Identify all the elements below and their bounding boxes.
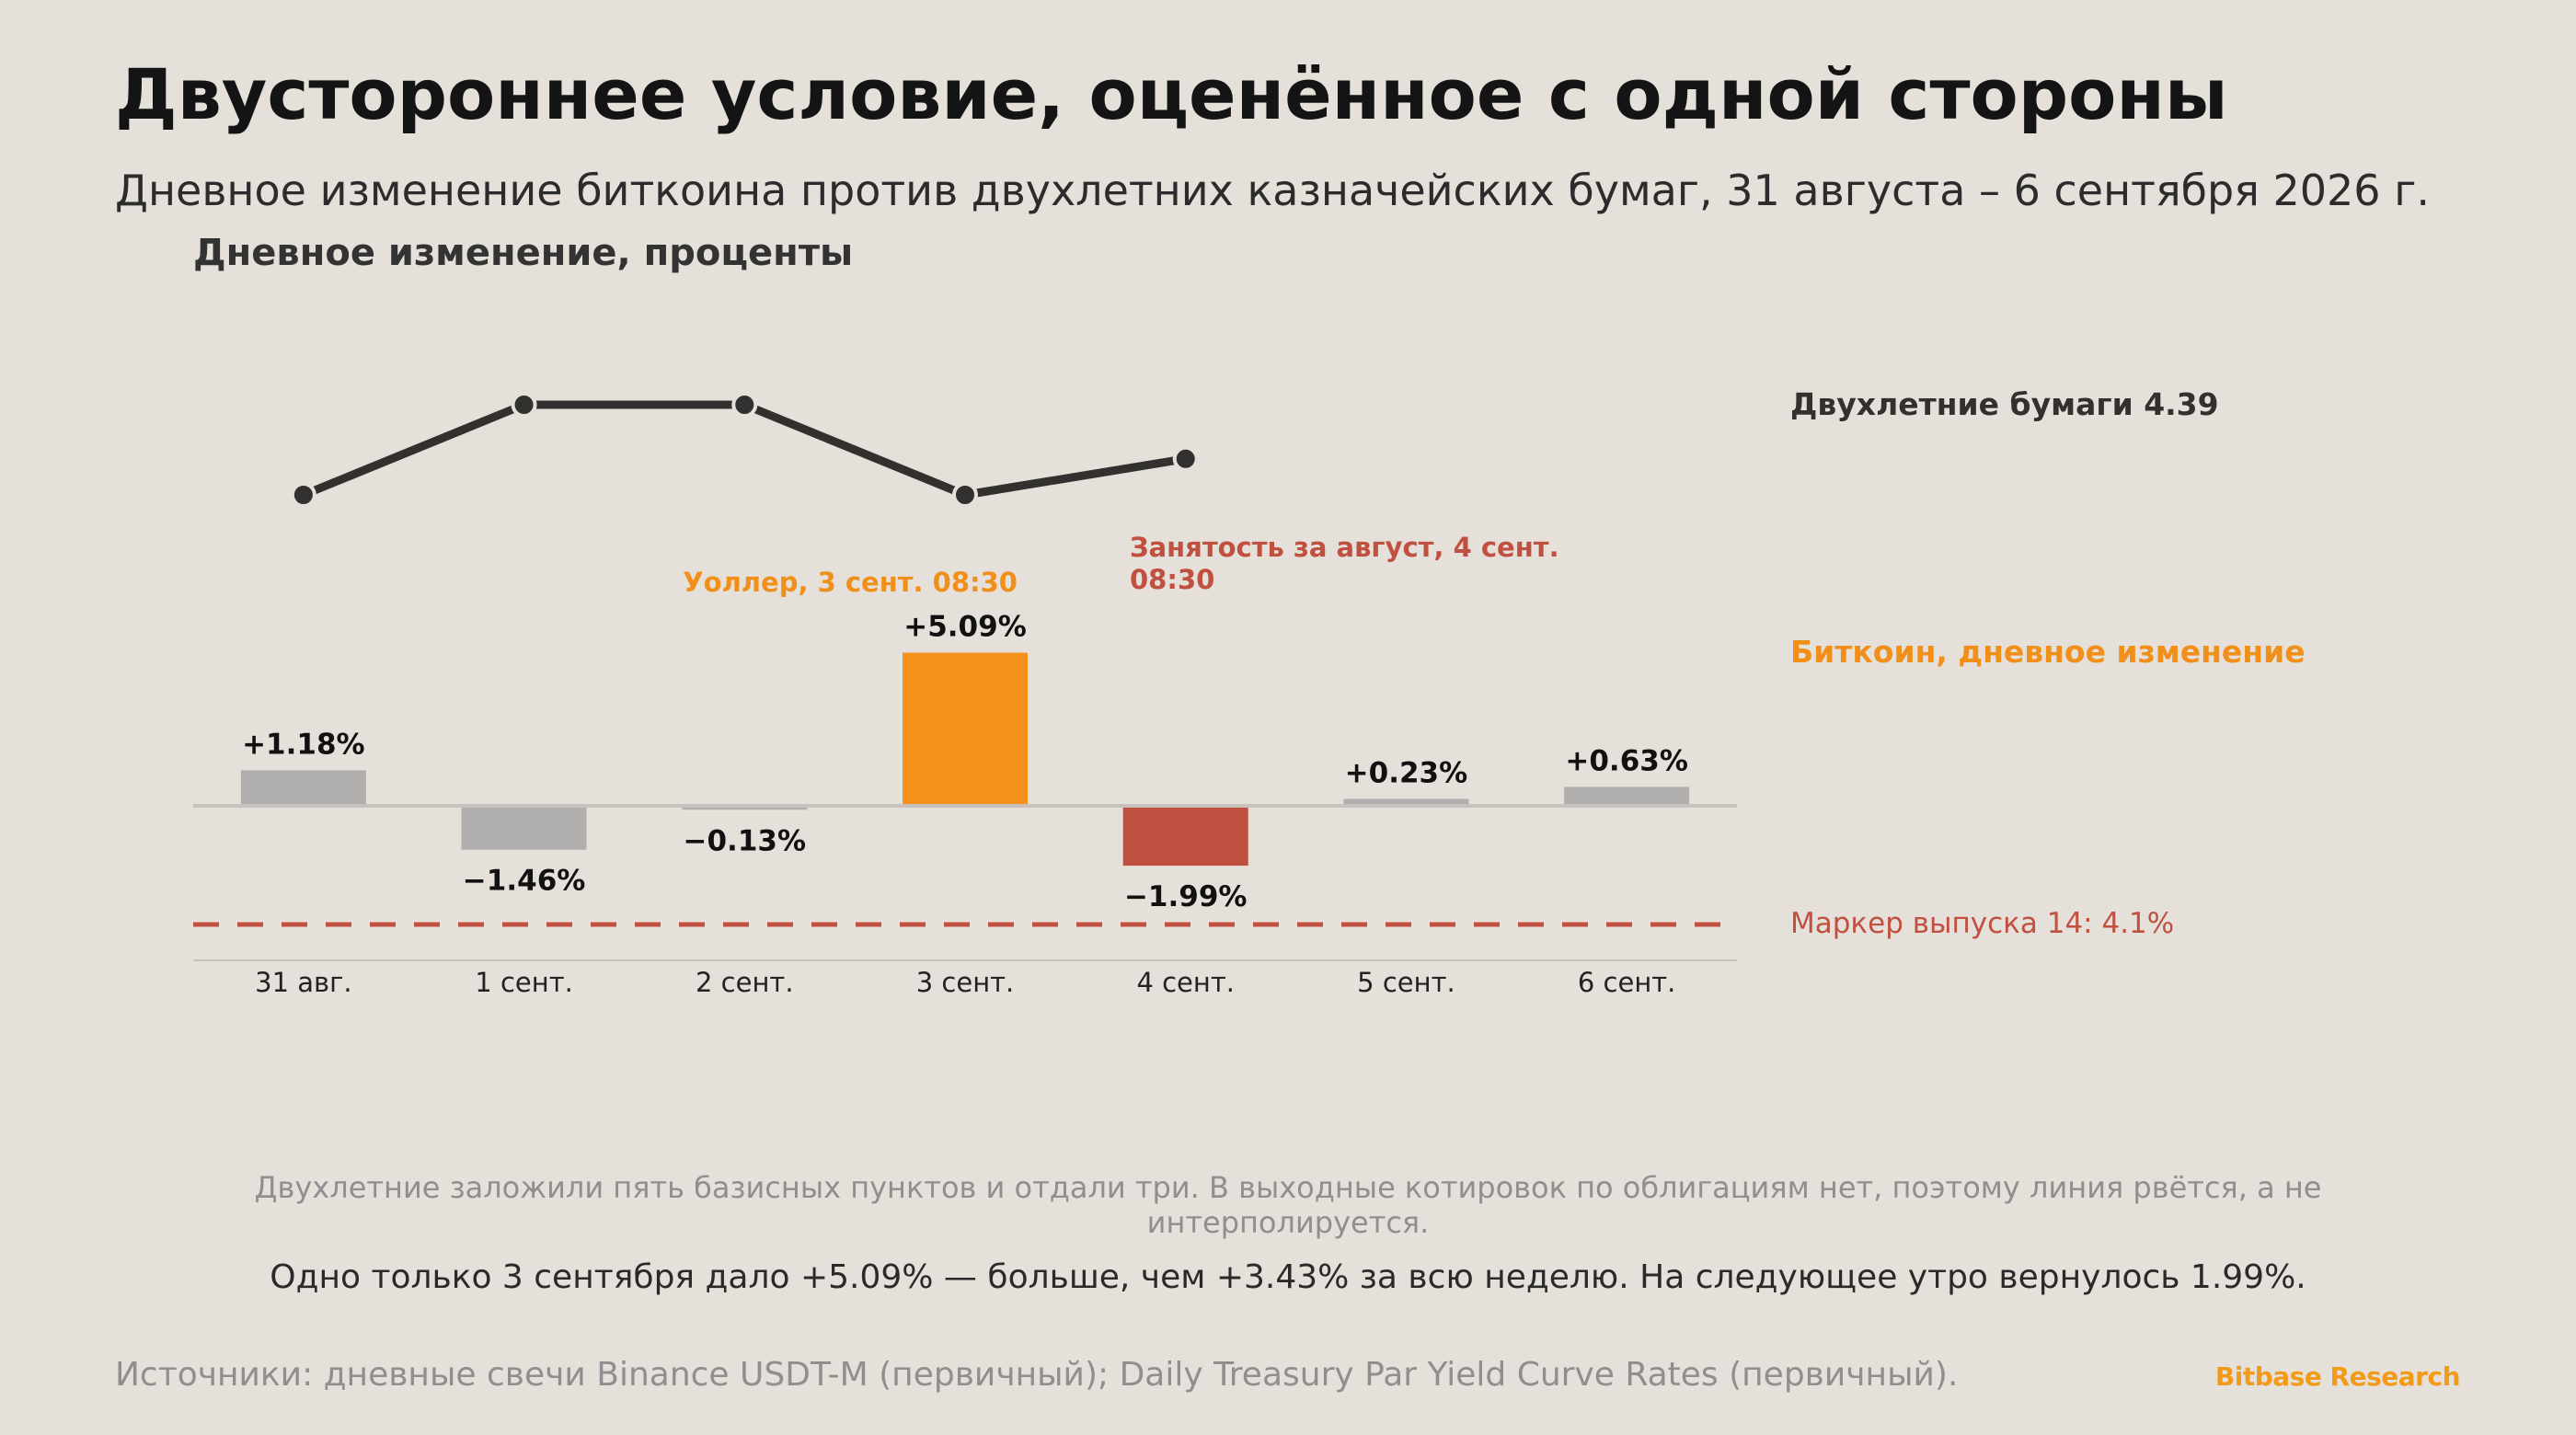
x-tick-label: 1 сент. <box>475 967 573 998</box>
treasury-point <box>511 392 537 418</box>
bar-value-label: +1.18% <box>242 728 365 761</box>
bar-1 <box>461 806 587 850</box>
x-tick-label: 4 сент. <box>1136 967 1235 998</box>
bar-0 <box>240 770 366 806</box>
chart-subtitle: Дневное изменение биткоина против двухле… <box>115 166 2430 215</box>
treasury-point <box>952 482 978 508</box>
caption-bitcoin: Одно только 3 сентября дало +5.09% — бол… <box>270 1258 2306 1296</box>
bar-value-label: −1.99% <box>1124 880 1248 913</box>
bar-3 <box>903 652 1028 806</box>
bar-2 <box>682 806 808 810</box>
bar-value-label: −1.46% <box>463 865 586 898</box>
x-tick-label: 3 сент. <box>916 967 1015 998</box>
annotation-waller: Уоллер, 3 сент. 08:30 <box>683 567 1018 598</box>
sources-note: Источники: дневные свечи Binance USDT-M … <box>115 1356 1959 1394</box>
x-tick-label: 2 сент. <box>696 967 794 998</box>
caption-bonds: Двухлетние заложили пять базисных пункто… <box>0 1170 2576 1240</box>
x-tick-label: 5 сент. <box>1357 967 1455 998</box>
bar-value-label: +5.09% <box>903 611 1027 644</box>
bar-6 <box>1564 786 1690 806</box>
bar-value-label: −0.13% <box>684 824 807 857</box>
y-axis-label: Дневное изменение, проценты <box>193 232 853 274</box>
brand-logo: Bitbase Research <box>2214 1361 2461 1392</box>
treasury-point <box>731 392 758 418</box>
annotation-payrolls: Занятость за август, 4 сент. <box>1130 532 1559 563</box>
bar-value-label: +0.23% <box>1345 756 1468 789</box>
caption-bonds-line-2: интерполируется. <box>1146 1205 1430 1240</box>
legend-bitcoin-bars: Биткоин, дневное изменение <box>1790 634 2306 670</box>
annotation-payrolls-time: 08:30 <box>1130 564 1214 595</box>
x-tick-label: 6 сент. <box>1578 967 1676 998</box>
chart-title: Двустороннее условие, оценённое с одной … <box>115 53 2228 135</box>
caption-bonds-line-1: Двухлетние заложили пять базисных пункто… <box>254 1170 2322 1205</box>
bar-4 <box>1122 806 1248 867</box>
bar-value-label: +0.63% <box>1565 744 1688 777</box>
x-tick-label: 31 авг. <box>255 967 351 998</box>
treasury-line <box>302 400 1187 499</box>
treasury-point <box>1172 445 1199 472</box>
legend-treasury-line: Двухлетние бумаги 4.39 <box>1790 386 2219 422</box>
legend-reference-line: Маркер выпуска 14: 4.1% <box>1790 907 2174 940</box>
bar-5 <box>1343 798 1469 806</box>
treasury-point <box>290 482 316 508</box>
